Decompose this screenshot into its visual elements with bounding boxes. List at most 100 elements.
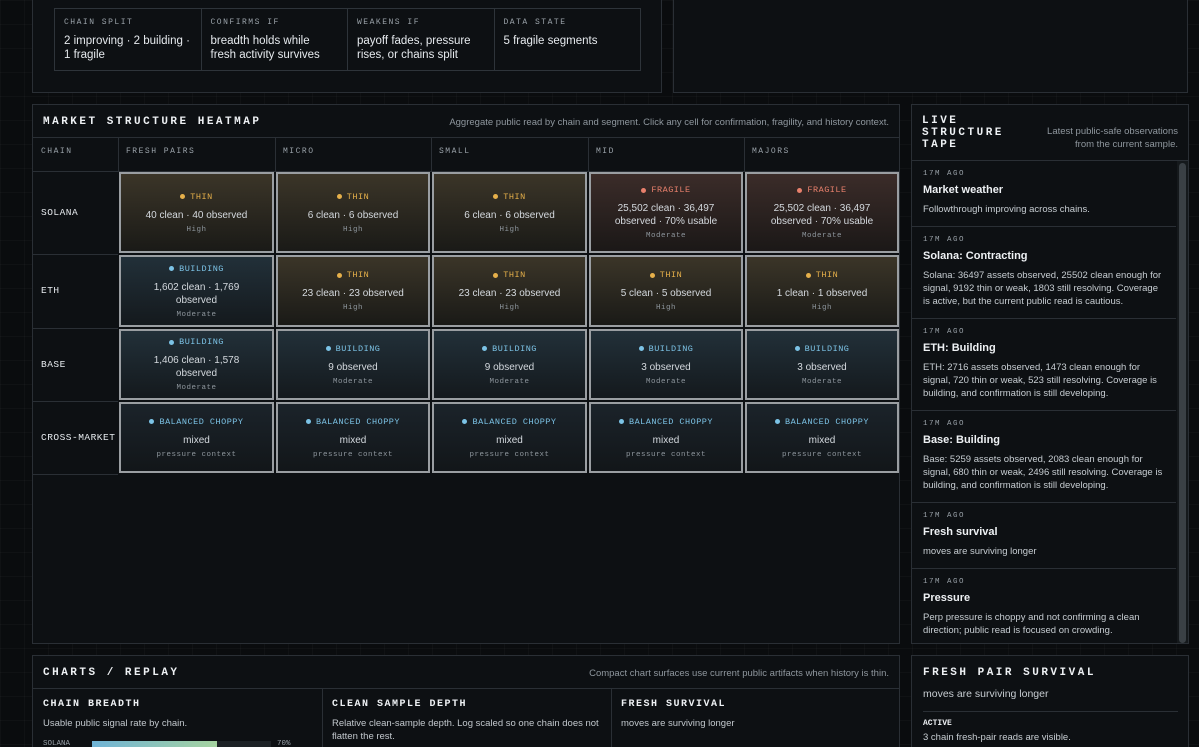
cell-main: 6 clean · 6 observed [307,209,399,221]
tape-entry[interactable]: 17M AGO Base: Building Base: 5259 assets o… [912,411,1176,503]
summary-label: DATA STATE [503,18,567,27]
heatmap-cell[interactable]: THIN 6 clean · 6 observed High [276,172,430,253]
survival-status: ACTIVE [923,719,952,728]
summary-text: 2 improving · 2 building · 1 fragile [64,35,190,61]
scrollbar-thumb[interactable] [1179,163,1186,643]
heatmap-cell[interactable]: BALANCED CHOPPY mixed pressure context [589,402,743,473]
entry-time: 17M AGO [923,578,966,586]
heatmap-cell[interactable]: THIN 1 clean · 1 observed High [745,255,899,327]
cell-sub: Moderate [176,310,217,319]
divider [33,688,899,689]
cell-main: 23 clean · 23 observed [458,288,561,299]
heatmap-cell[interactable]: BALANCED CHOPPY mixed pressure context [119,402,274,473]
column-divider [275,138,276,171]
heatmap-cell[interactable]: THIN 23 clean · 23 observed High [276,255,430,327]
entry-body: Solana: 36497 assets observed, 25502 cle… [923,270,1162,307]
status: BALANCED CHOPPY [618,417,713,427]
status-dot [305,419,311,424]
entry-time: 17M AGO [923,420,966,428]
status-dot [336,194,342,199]
status-dot [641,187,647,193]
heatmap-cell[interactable]: THIN 40 clean · 40 observed High [119,172,274,253]
column-divider [588,138,589,171]
heatmap-cell[interactable]: THIN 23 clean · 23 observed High [432,255,587,327]
cell-sub: Moderate [176,384,217,392]
heatmap-cell[interactable]: BUILDING 3 observed Moderate [589,329,743,400]
entry-title: Fresh survival [923,526,998,538]
heatmap-cell[interactable]: THIN 5 clean · 5 observed High [589,255,743,327]
heatmap-cell[interactable]: BUILDING 1,602 clean · 1,769 observed Mode… [119,255,274,327]
status: THIN [649,270,682,280]
entry-body: Base: 5259 assets observed, 2083 clean e… [923,454,1163,491]
survival-title: FRESH PAIR SURVIVAL [923,667,1096,679]
status-text: BALANCED CHOPPY [159,416,244,427]
cell-main: 23 clean · 23 observed [302,288,404,299]
charts-note: Compact chart surfaces use current publi… [589,668,889,679]
cell-sub: Moderate [332,377,373,386]
cell-main: 40 clean · 40 observed [145,209,248,221]
cell-sub: Moderate [801,232,842,240]
status-dot [180,194,186,199]
heatmap-cell[interactable]: BUILDING 3 observed Moderate [745,329,899,400]
bar-label: SOLANA [43,740,71,747]
status: BUILDING [482,344,537,354]
status: BUILDING [325,344,381,354]
tape-entry[interactable]: 17M AGO Fresh survival moves are surviving… [912,503,1176,569]
status: BALANCED CHOPPY [305,416,400,427]
heatmap-cell[interactable]: FRAGILE 25,502 clean · 36,497 observed · … [745,172,899,253]
tape-entry[interactable]: 17M AGO Solana: Contracting Solana: 36497 … [912,227,1176,319]
column-header: CHAIN [41,147,73,156]
cell-sub: pressure context [469,450,550,459]
summary-cell: DATA STATE 5 fragile segments [493,9,641,70]
heatmap-cell[interactable]: BUILDING 9 observed Moderate [432,329,587,400]
heatmap-cell[interactable]: BALANCED CHOPPY mixed pressure context [745,402,899,473]
row-divider [33,328,118,329]
cell-sub: Moderate [645,377,686,386]
cell-sub: High [499,225,520,234]
heatmap-cell[interactable]: BALANCED CHOPPY mixed pressure context [276,402,430,473]
status: THIN [493,270,525,280]
heatmap-cell[interactable]: BUILDING 1,406 clean · 1,578 observed Mode… [119,329,274,400]
entry-body: ETH: 2716 assets observed, 1473 clean en… [923,362,1157,399]
status-text: THIN [346,270,370,280]
status-text: BALANCED CHOPPY [784,416,869,427]
tape-entry[interactable]: 17M AGO Pressure Perp pressure is choppy a… [912,569,1176,643]
status-dot [325,346,331,351]
cell-main: mixed [183,434,210,446]
tape-entry[interactable]: 17M AGO Market weather Followthrough impro… [912,161,1176,227]
summary-label: WEAKENS IF [357,18,421,27]
entry-title: Base: Building [923,434,1001,446]
status-text: BUILDING [179,263,224,274]
heatmap-cell[interactable]: BUILDING 9 observed Moderate [276,329,430,400]
status-text: THIN [503,270,526,280]
cell-main: 5 clean · 5 observed [620,288,712,299]
status-text: FRAGILE [807,185,847,195]
cell-main: 25,502 clean · 36,497 observed · 70% usa… [614,203,718,227]
status-dot [462,419,468,424]
status-dot [336,272,342,278]
divider [912,160,1188,161]
entry-time: 17M AGO [923,170,966,178]
status-text: BALANCED CHOPPY [315,416,400,427]
heatmap-cell[interactable]: BALANCED CHOPPY mixed pressure context [432,402,587,473]
cell-sub: High [342,225,363,234]
status-dot [805,272,811,278]
cell-sub: pressure context [312,450,393,459]
heatmap-cell[interactable]: FRAGILE 25,502 clean · 36,497 observed · … [589,172,743,253]
column-header: MICRO [283,147,315,156]
heatmap-cell[interactable]: THIN 6 clean · 6 observed High [432,172,587,253]
status: BUILDING [638,344,694,354]
charts-title: CHARTS / REPLAY [43,667,180,679]
summary-text: 5 fragile segments [503,35,598,47]
summary-strip: CHAIN SPLIT 2 improving · 2 building · 1 … [54,8,641,71]
tape-entry[interactable]: 17M AGO ETH: Building ETH: 2716 assets obs… [912,319,1176,411]
status-dot [482,346,488,351]
side-panel [673,0,1188,93]
cell-sub: High [499,304,520,312]
cell-main: 1 clean · 1 observed [776,288,868,299]
summary-cell: WEAKENS IF payoff fades, pressure rises, … [347,9,494,70]
status: THIN [336,270,370,280]
status-dot [797,187,803,193]
cell-sub: High [186,225,207,234]
cell-main: 6 clean · 6 observed [464,209,555,221]
